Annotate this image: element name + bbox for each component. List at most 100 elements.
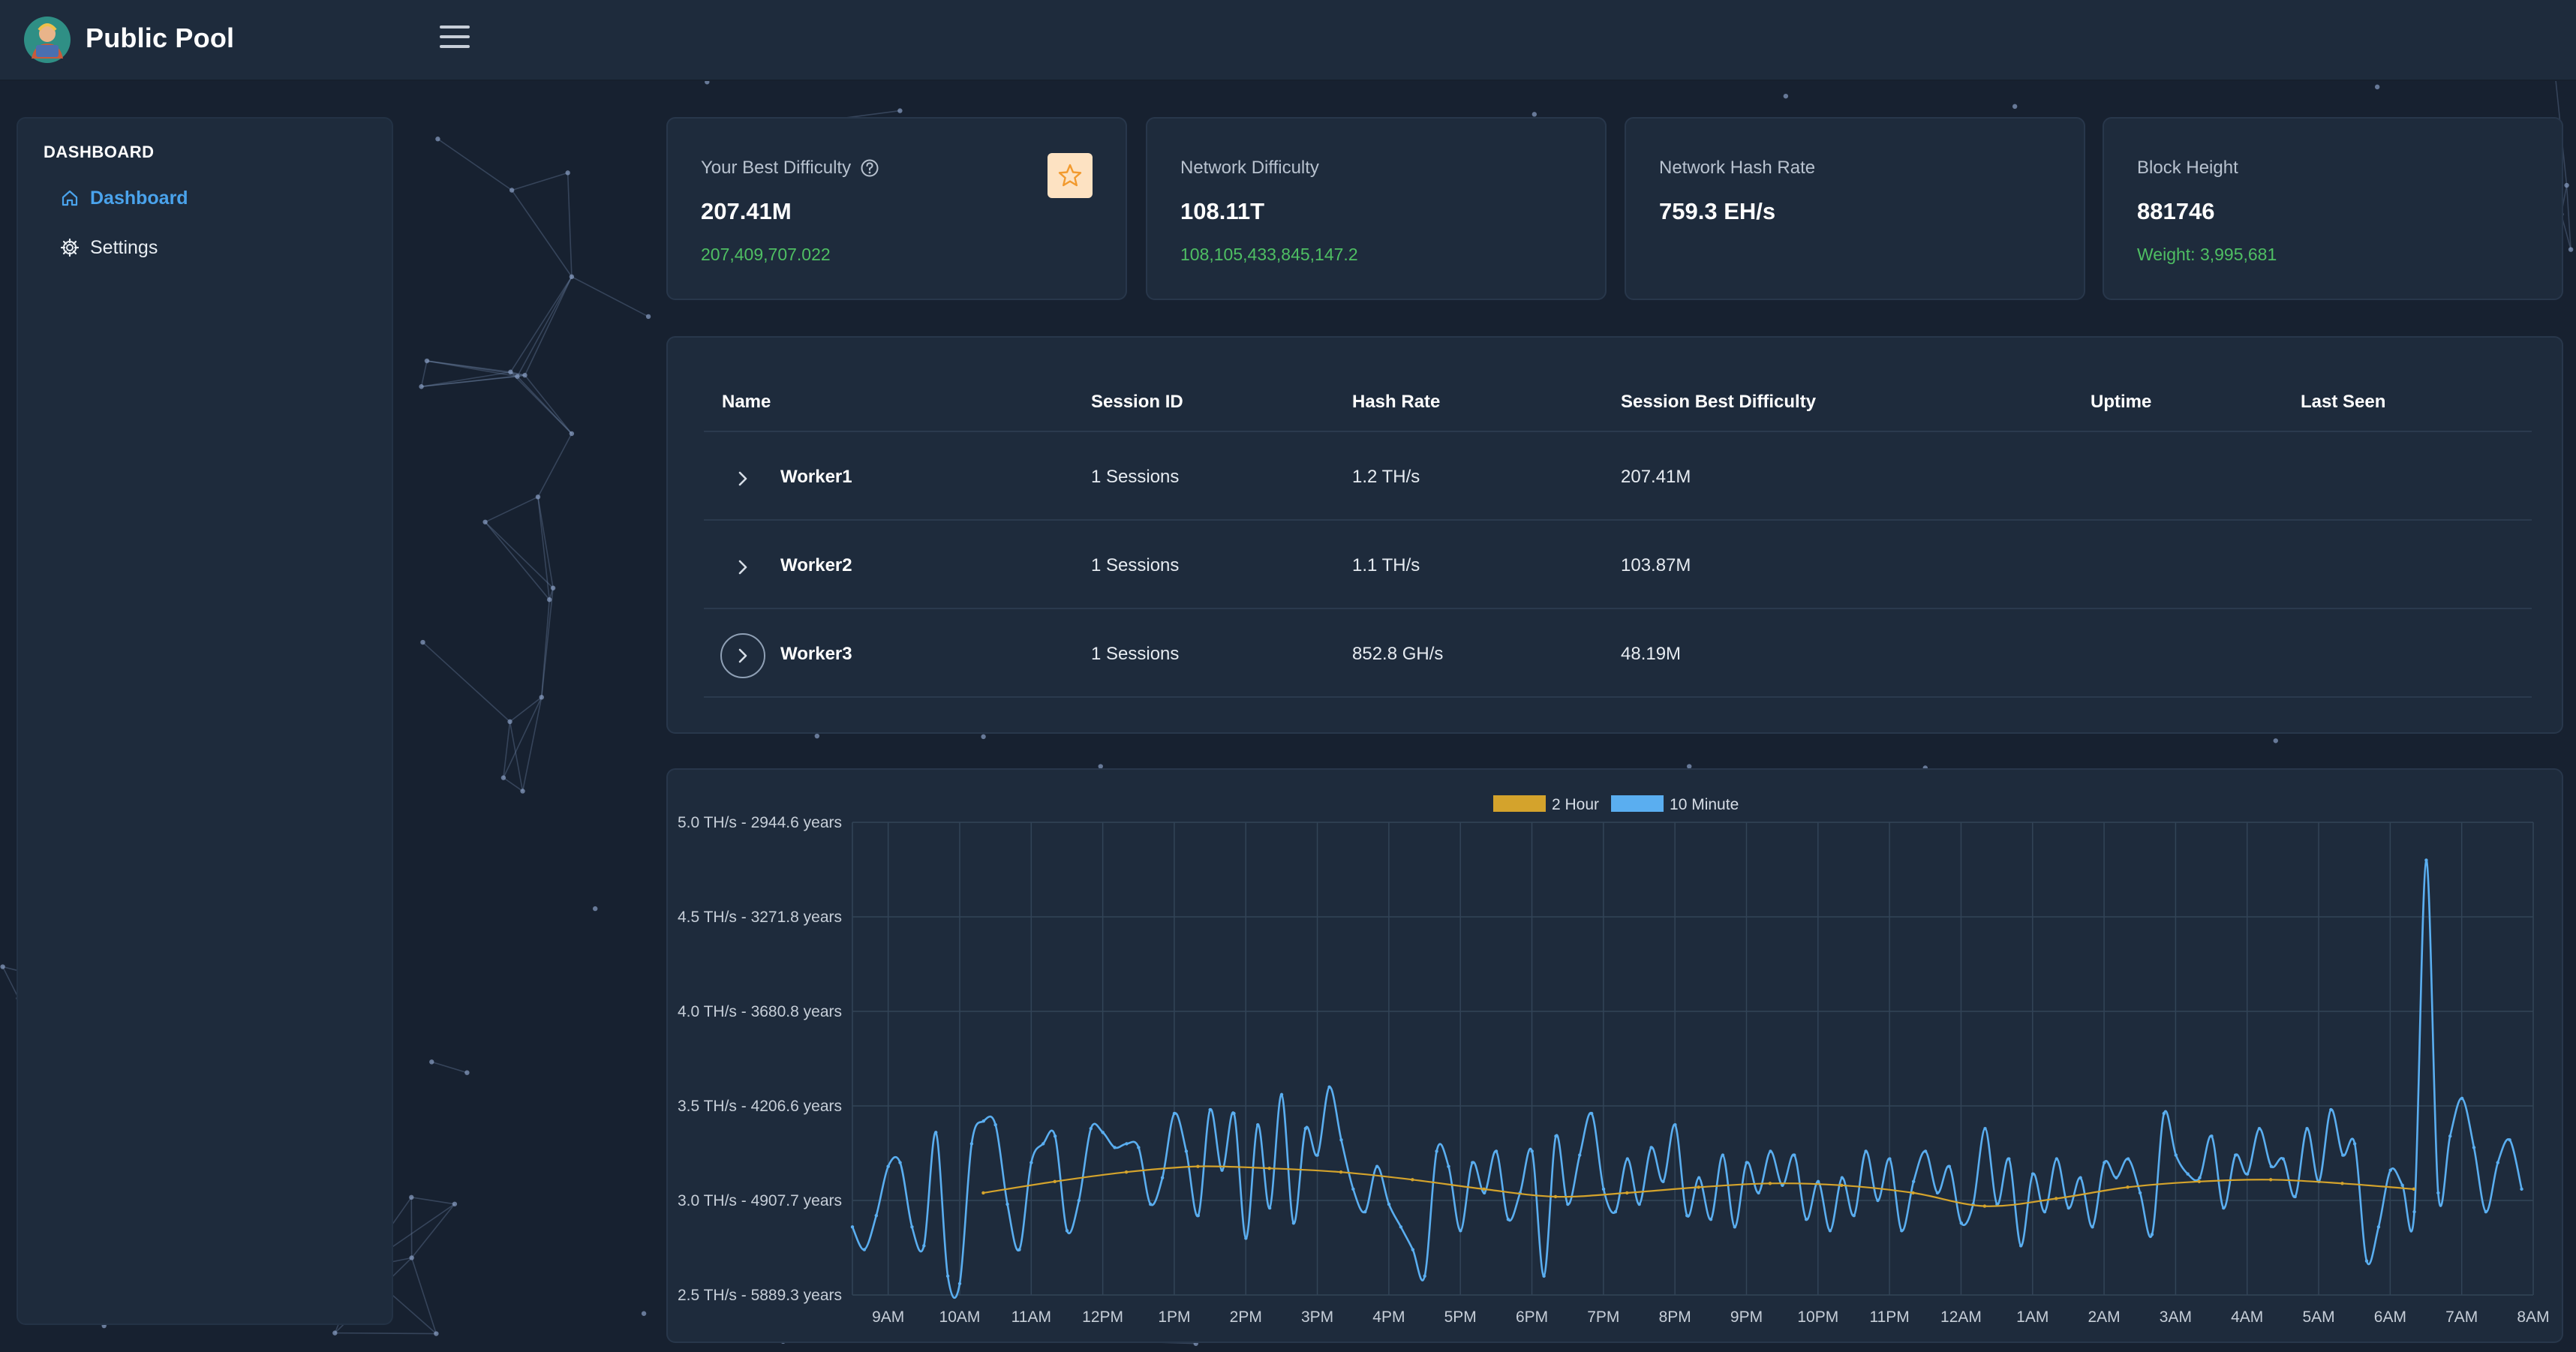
data-point: [1589, 1111, 1594, 1116]
x-tick-label: 2AM: [2088, 1308, 2120, 1326]
network-node: [2374, 84, 2380, 90]
x-tick-label: 10AM: [939, 1308, 981, 1326]
legend-label: 2 Hour: [1552, 796, 1599, 813]
data-point: [1494, 1149, 1498, 1153]
star-button[interactable]: [1048, 153, 1093, 198]
data-point: [2341, 1153, 2345, 1157]
data-point: [2400, 1183, 2404, 1188]
x-tick-label: 5PM: [1444, 1308, 1477, 1326]
data-point: [1900, 1229, 1904, 1233]
sidebar-item-label: Settings: [90, 236, 158, 258]
worker-sessions: 1 Sessions: [1091, 467, 1180, 487]
data-point: [1697, 1185, 1700, 1189]
data-point: [2126, 1185, 2130, 1189]
data-point: [2340, 1182, 2344, 1185]
data-point: [1208, 1107, 1212, 1112]
data-point: [1387, 1202, 1391, 1206]
gear-icon: [60, 238, 80, 257]
network-node: [452, 1201, 458, 1206]
network-node: [1098, 764, 1103, 769]
network-node: [814, 733, 820, 739]
data-point: [1506, 1218, 1510, 1221]
help-icon[interactable]: [860, 158, 879, 178]
worker-hash-rate: 1.2 TH/s: [1352, 467, 1420, 487]
x-tick-label: 3PM: [1301, 1308, 1333, 1326]
data-point: [922, 1244, 926, 1248]
column-header-session-id[interactable]: Session ID: [1091, 392, 1183, 412]
data-point: [1053, 1134, 1057, 1138]
column-header-name[interactable]: Name: [722, 392, 771, 412]
legend-item[interactable]: 2 Hour: [1493, 795, 1599, 813]
column-header-uptime[interactable]: Uptime: [2091, 392, 2152, 412]
data-point: [1017, 1248, 1021, 1251]
worker-name: Worker2: [780, 555, 852, 575]
column-header-last-seen[interactable]: Last Seen: [2301, 392, 2386, 412]
data-point: [2210, 1134, 2214, 1138]
menu-toggle-icon[interactable]: [440, 26, 470, 51]
legend-swatch: [1611, 795, 1664, 812]
network-node: [429, 1059, 434, 1065]
worker-hash-rate: 1.1 TH/s: [1352, 555, 1420, 575]
card-value: 108.11T: [1180, 198, 1265, 224]
data-point: [1220, 1168, 1224, 1172]
table-divider: [704, 696, 2532, 698]
data-point: [1601, 1187, 1606, 1191]
sidebar-item-dashboard[interactable]: Dashboard: [60, 182, 188, 215]
data-point: [2293, 1194, 2297, 1199]
data-point: [993, 1123, 997, 1127]
x-tick-label: 7AM: [2445, 1308, 2478, 1326]
data-point: [1673, 1123, 1677, 1127]
data-point: [1733, 1225, 1737, 1229]
sidebar-item-label: Dashboard: [90, 187, 188, 209]
data-point: [1685, 1213, 1689, 1218]
data-point: [2067, 1206, 2070, 1210]
home-icon: [62, 190, 78, 206]
data-point: [2376, 1225, 2381, 1229]
data-point: [1149, 1202, 1153, 1206]
data-point: [1709, 1218, 1713, 1221]
expand-row-button[interactable]: [720, 545, 765, 590]
data-point: [1315, 1153, 1319, 1157]
expand-row-button[interactable]: [720, 633, 765, 678]
data-point: [1757, 1191, 1760, 1195]
column-header-hash-rate[interactable]: Hash Rate: [1352, 392, 1441, 412]
data-point: [981, 1191, 985, 1195]
data-point: [1375, 1164, 1379, 1168]
data-point: [1303, 1127, 1308, 1131]
data-point: [1482, 1191, 1486, 1195]
x-tick-label: 3AM: [2160, 1308, 2192, 1326]
data-point: [1089, 1127, 1093, 1131]
data-point: [1959, 1221, 1963, 1225]
data-point: [2448, 1134, 2452, 1138]
data-point: [2520, 1187, 2523, 1191]
data-point: [2281, 1157, 2285, 1161]
data-point: [1911, 1179, 1916, 1183]
data-point: [969, 1142, 974, 1146]
x-tick-label: 10PM: [1797, 1308, 1838, 1326]
network-node: [2568, 247, 2574, 252]
network-node: [569, 431, 575, 437]
data-point: [1625, 1191, 1629, 1195]
data-point: [1042, 1142, 1045, 1146]
data-point: [1745, 1161, 1748, 1164]
data-point: [1279, 1092, 1284, 1097]
block-height-card: Block Height 881746 Weight: 3,995,681: [2103, 117, 2563, 300]
data-point: [1769, 1149, 1772, 1153]
data-point: [1911, 1191, 1915, 1195]
workers-table: Name Session ID Hash Rate Session Best D…: [666, 336, 2563, 734]
network-node: [550, 585, 556, 590]
column-header-session-best-difficulty[interactable]: Session Best Difficulty: [1621, 392, 1817, 412]
data-point: [1196, 1213, 1201, 1218]
y-tick-label: 5.0 TH/s - 2944.6 years: [678, 814, 842, 831]
network-node: [981, 734, 986, 740]
data-point: [1625, 1157, 1630, 1161]
data-point: [1196, 1164, 1200, 1168]
x-tick-label: 4AM: [2231, 1308, 2263, 1326]
card-subvalue: 108,105,433,845,147.2: [1180, 245, 1358, 264]
data-point: [2508, 1138, 2511, 1142]
expand-row-button[interactable]: [720, 456, 765, 501]
sidebar-item-settings[interactable]: Settings: [60, 231, 158, 264]
legend-item[interactable]: 10 Minute: [1611, 795, 1739, 813]
public-pool-logo: [24, 17, 71, 63]
network-node: [522, 372, 528, 378]
